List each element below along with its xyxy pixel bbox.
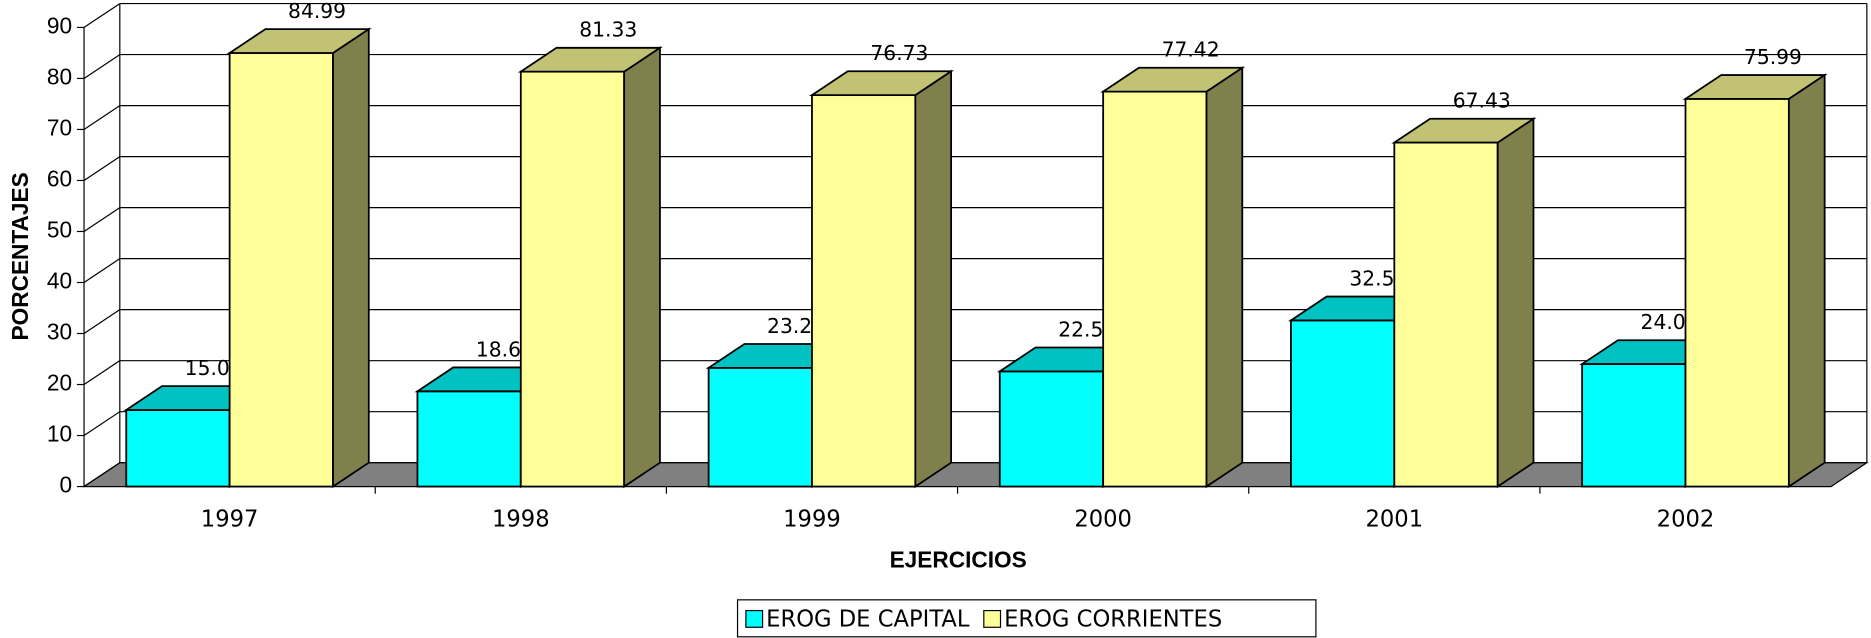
legend-swatch bbox=[745, 609, 764, 628]
y-tick-label: 90 bbox=[47, 12, 72, 38]
y-tick-label: 40 bbox=[47, 267, 72, 293]
bar bbox=[809, 69, 955, 489]
x-tick-label: 2001 bbox=[1366, 506, 1424, 532]
bar-top bbox=[1682, 74, 1828, 100]
bar bbox=[1100, 66, 1246, 489]
bar-side bbox=[914, 69, 953, 489]
x-tick-label: 2002 bbox=[1657, 506, 1715, 532]
x-tick-label: 1998 bbox=[492, 506, 550, 532]
bar-top bbox=[517, 46, 663, 73]
bar bbox=[517, 46, 663, 489]
y-tick-label: 50 bbox=[47, 216, 72, 242]
bar bbox=[226, 27, 372, 489]
bar-top bbox=[226, 28, 372, 54]
bar-top bbox=[809, 70, 955, 97]
grid-line-side bbox=[83, 54, 121, 79]
y-tick-label: 20 bbox=[47, 370, 72, 396]
grid-line-side bbox=[83, 207, 121, 232]
y-axis-label: PORCENTAJES bbox=[7, 172, 33, 340]
bar-front bbox=[811, 94, 917, 488]
value-label: 77.42 bbox=[1162, 38, 1220, 62]
y-tick-label: 60 bbox=[47, 165, 72, 191]
legend-swatch bbox=[983, 609, 1002, 628]
y-tick-label: 80 bbox=[47, 63, 72, 89]
y-tick-label: 10 bbox=[47, 421, 72, 447]
y-tick-label: 30 bbox=[47, 318, 72, 344]
bar-front bbox=[519, 70, 626, 488]
bar-front bbox=[1581, 363, 1687, 488]
bar-side bbox=[1787, 73, 1826, 489]
value-label: 75.99 bbox=[1744, 45, 1802, 69]
bar-front bbox=[416, 390, 522, 488]
bar-side bbox=[332, 27, 370, 489]
grid-line-side bbox=[83, 360, 121, 386]
grid-line-side bbox=[83, 309, 121, 335]
legend-label: EROG CORRIENTES bbox=[1004, 607, 1222, 633]
y-tick-label: 0 bbox=[60, 472, 73, 498]
bar-front bbox=[707, 366, 813, 488]
bar-side bbox=[623, 46, 661, 489]
legend-label: EROG DE CAPITAL bbox=[766, 607, 970, 633]
value-label: 84.99 bbox=[288, 0, 346, 23]
bar-top bbox=[1391, 117, 1537, 144]
x-tick-label: 1997 bbox=[201, 506, 259, 532]
bar bbox=[1682, 73, 1828, 489]
value-label: 67.43 bbox=[1453, 89, 1511, 113]
bar-front bbox=[1684, 98, 1790, 488]
x-axis-label: EJERCICIOS bbox=[890, 547, 1027, 573]
bar-front bbox=[1102, 90, 1208, 488]
bar-front bbox=[228, 52, 334, 488]
value-label: 76.73 bbox=[870, 41, 928, 65]
x-tick-label: 1999 bbox=[783, 506, 841, 532]
bar bbox=[1391, 117, 1537, 489]
grid-line-side bbox=[83, 3, 121, 28]
grid-line-side bbox=[83, 156, 121, 181]
legend-box bbox=[736, 599, 1317, 638]
x-tick-label: 2000 bbox=[1074, 506, 1132, 532]
grid-line-side bbox=[83, 105, 121, 130]
bar-front bbox=[998, 370, 1105, 488]
bar-side bbox=[1496, 117, 1535, 489]
bar-top bbox=[1100, 66, 1246, 93]
bar-side bbox=[1205, 66, 1244, 489]
y-tick-label: 70 bbox=[47, 114, 72, 140]
bar-front bbox=[125, 409, 231, 488]
bar-front bbox=[1290, 319, 1396, 488]
grid-line-side bbox=[83, 258, 121, 283]
value-label: 81.33 bbox=[579, 18, 637, 42]
bar-front bbox=[1393, 141, 1499, 488]
grid-line-side bbox=[83, 462, 121, 488]
grid-line-side bbox=[83, 411, 121, 437]
